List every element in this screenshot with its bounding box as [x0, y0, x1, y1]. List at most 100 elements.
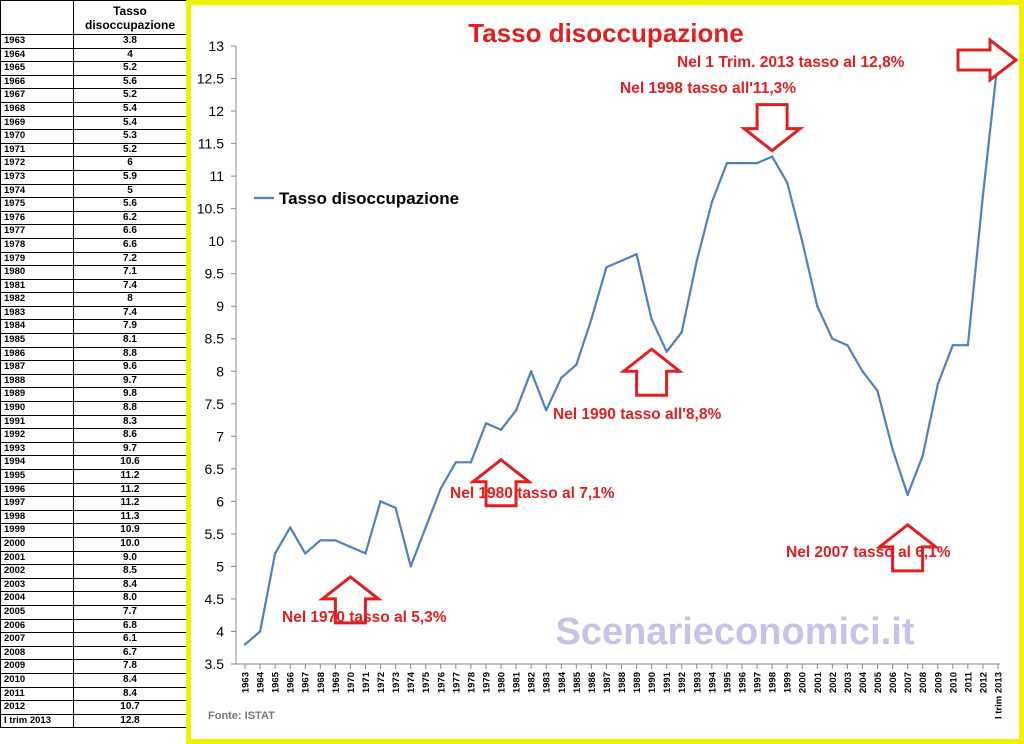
x-tick-label: 1989	[632, 672, 643, 693]
annotation-label: Nel 1998 tasso all'11,3%	[620, 80, 796, 97]
x-tick-label: 1973	[391, 672, 402, 693]
data-point	[454, 461, 458, 464]
source-label: Fonte: ISTAT	[208, 710, 275, 722]
table-row: 1969 5.4	[0, 115, 187, 131]
x-tick-label: 2012	[978, 672, 989, 693]
data-point	[770, 155, 774, 158]
legend-label: Tasso disoccupazione	[279, 189, 459, 208]
table-row: 1973 5.9	[0, 169, 187, 185]
table-row: 1970 5.3	[0, 129, 187, 144]
data-point	[575, 363, 578, 366]
x-tick-label: 1971	[361, 671, 372, 693]
table-row: 2005 7.7	[0, 604, 187, 620]
x-tick-label: 1995	[722, 671, 733, 693]
x-tick-label: 2002	[828, 672, 839, 693]
data-point	[981, 194, 985, 197]
y-tick-label: 12	[208, 103, 224, 119]
data-point	[650, 318, 653, 321]
data-point	[349, 545, 352, 549]
table-header-row: Tasso disoccupazione	[0, 0, 187, 35]
data-point	[710, 200, 714, 204]
x-tick-label: 1975	[421, 671, 432, 693]
table-row: 1974 5	[0, 183, 187, 199]
table-row: 2006 6.8	[0, 618, 187, 634]
table-body: 1963 3.8 1964 4 1965 5.2 1966 5.6 1967 5.2 1968 5.4…	[0, 34, 187, 729]
data-point	[876, 389, 879, 392]
y-tick-label: 7.5	[205, 396, 225, 412]
data-point	[605, 265, 608, 269]
data-point	[891, 448, 894, 451]
data-point	[529, 370, 533, 373]
x-tick-label: 1977	[451, 672, 462, 693]
y-tick-label: 5.5	[205, 526, 225, 542]
y-tick-label: 4.5	[205, 591, 225, 607]
x-tick-label: I trim 2013	[994, 672, 1005, 719]
annotation-arrow-up	[318, 574, 383, 625]
annotation-label: Nel 1970 tasso al 5,3%	[282, 609, 447, 626]
x-tick-label: 1981	[512, 671, 523, 693]
data-point	[785, 181, 789, 184]
data-point	[921, 454, 924, 458]
y-tick-label: 8	[216, 363, 224, 379]
x-tick-label: 1980	[497, 672, 508, 693]
x-tick-label: 1969	[331, 672, 342, 693]
table-row: 1998 11.3	[0, 509, 187, 525]
x-tick-label: 1983	[542, 672, 553, 693]
x-tick-label: 2005	[873, 671, 884, 693]
x-tick-label: 2010	[948, 672, 959, 693]
x-tick-label: 1990	[647, 672, 658, 693]
x-tick-label: 1991	[662, 671, 673, 693]
chart-title: Tasso disoccupazione	[468, 18, 743, 48]
y-tick-label: 10.5	[197, 201, 224, 217]
x-tick-label: 2004	[858, 671, 869, 693]
data-point	[258, 630, 262, 633]
x-tick-label: 1998	[768, 672, 779, 693]
data-point	[560, 376, 563, 379]
x-tick-label: 1986	[587, 672, 598, 693]
y-tick-label: 11.5	[198, 136, 224, 152]
data-point	[394, 506, 397, 510]
table-row: 1964 4	[0, 47, 187, 63]
data-point	[846, 344, 849, 347]
data-point	[906, 493, 909, 497]
x-tick-label: 1970	[346, 672, 357, 693]
data-point	[725, 161, 729, 165]
x-tick-label: 1963	[241, 672, 252, 693]
y-tick-label: 7	[216, 428, 224, 444]
x-tick-label: 1979	[481, 672, 492, 693]
x-tick-label: 1994	[707, 671, 718, 693]
x-tick-label: 1964	[256, 671, 267, 693]
annotation-label: Nel 1 Trim. 2013 tasso al 12,8%	[677, 54, 905, 71]
table-row: 1993 9.7	[0, 441, 187, 457]
data-point	[861, 370, 864, 373]
y-tick-label: 12.5	[197, 71, 224, 87]
data-point	[831, 337, 834, 340]
x-tick-label: 2008	[918, 672, 929, 693]
chart-frame	[186, 0, 1024, 744]
data-point	[439, 487, 442, 490]
data-point	[409, 565, 412, 568]
table-row: I trim 2013 12.8	[0, 713, 187, 729]
data-point	[319, 539, 322, 542]
data-point	[695, 259, 698, 262]
data-point	[469, 461, 473, 464]
data-point	[590, 318, 593, 321]
table-row: 2002 8.5	[0, 564, 187, 579]
x-tick-label: 1985	[572, 671, 583, 693]
x-tick-label: 1984	[557, 671, 568, 693]
table-row: 1984 7.9	[0, 319, 187, 335]
x-tick-label: 2006	[888, 672, 899, 693]
table-row: 2004 8.0	[0, 591, 187, 606]
x-tick-label: 1996	[737, 672, 748, 693]
x-tick-label: 1988	[617, 672, 628, 693]
x-tick-label: 1972	[376, 672, 387, 693]
annotation-arrow-up	[619, 347, 684, 397]
data-point	[665, 350, 668, 353]
x-tick-label: 1992	[677, 672, 688, 693]
data-point	[816, 305, 819, 308]
data-point	[243, 643, 247, 646]
data-point	[755, 161, 759, 165]
data-point	[635, 252, 638, 256]
data-point	[288, 526, 292, 529]
